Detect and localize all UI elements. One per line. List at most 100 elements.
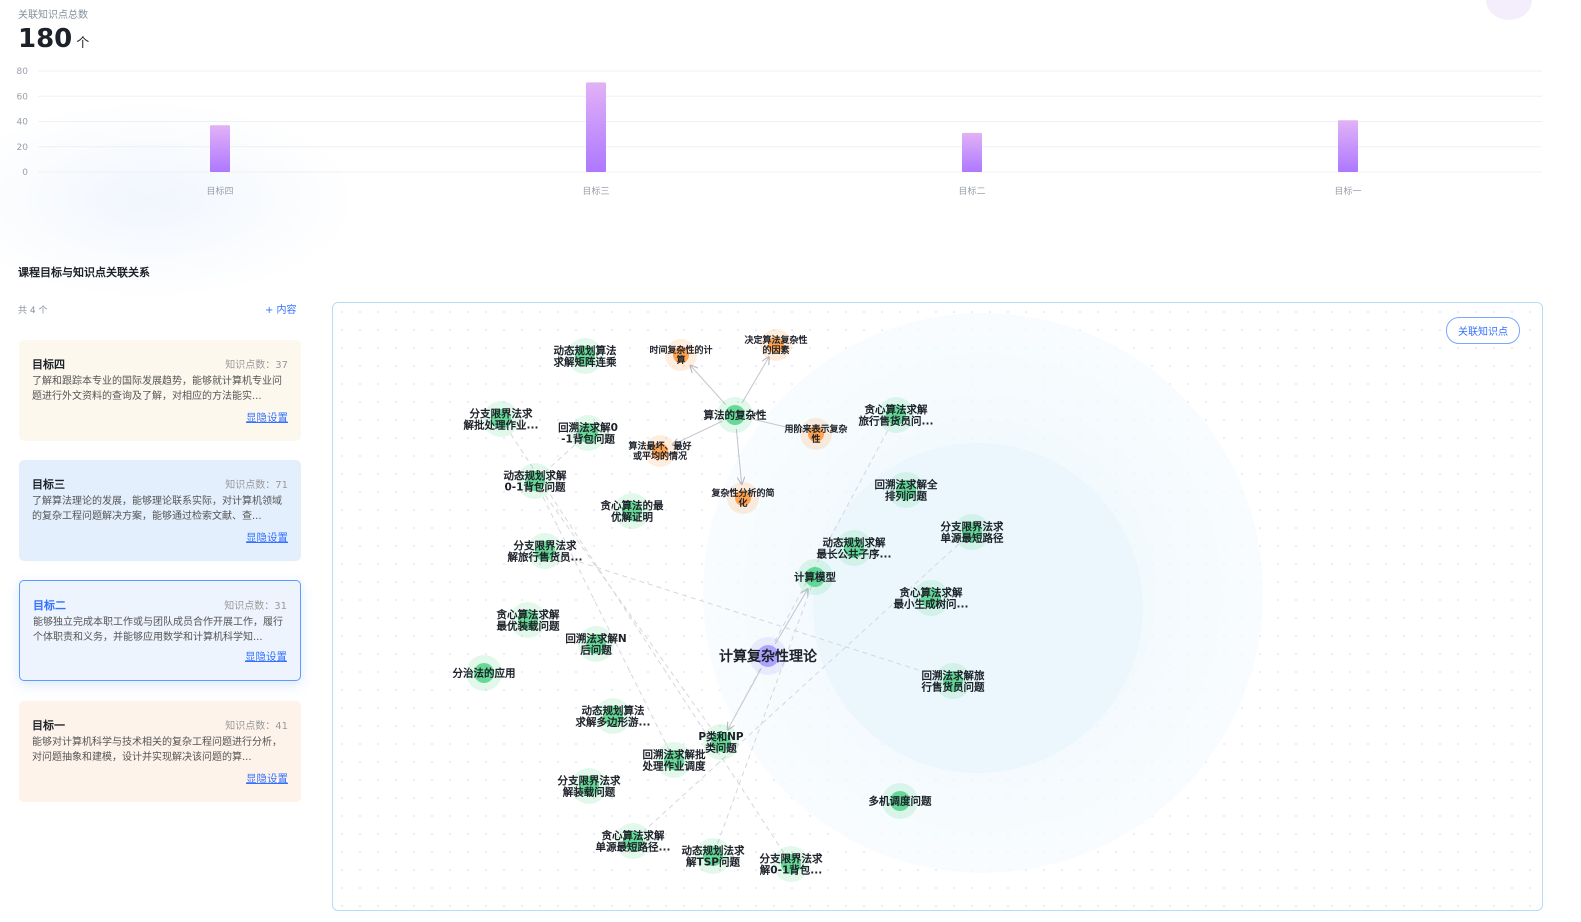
graph-edge [748, 417, 803, 431]
node-label: P类和NP [698, 730, 743, 743]
node-circle[interactable] [805, 567, 825, 587]
node-label: 处理作业调度 [642, 759, 706, 772]
bar[interactable] [1338, 120, 1358, 172]
visibility-settings-link[interactable]: 显隐设置 [246, 532, 288, 544]
graph-node[interactable]: 贪心算法求解旅行售货员问... [859, 397, 934, 433]
node-circle[interactable] [735, 490, 751, 506]
graph-node[interactable]: 动态规划求解最长公共子序... [817, 530, 892, 566]
visibility-settings-link[interactable]: 显隐设置 [246, 773, 288, 785]
node-circle[interactable] [578, 423, 598, 443]
graph-node[interactable]: 分支限界法求解0-1背包... [759, 846, 823, 882]
related-knowledge-button[interactable]: 关联知识点 [1446, 317, 1520, 344]
node-circle[interactable] [664, 750, 684, 770]
node-circle[interactable] [518, 610, 538, 630]
knowledge-graph[interactable]: 计算复杂性理论算法的复杂性计算模型P类和NP类问题时间复杂性的计算决定算法复杂性… [333, 303, 1543, 911]
node-label: 动态规划法求 [682, 844, 745, 857]
node-circle[interactable] [474, 663, 494, 683]
visibility-settings-link[interactable]: 显隐设置 [245, 651, 287, 663]
node-circle[interactable] [725, 405, 745, 425]
node-circle[interactable] [579, 776, 599, 796]
node-circle[interactable] [808, 426, 824, 442]
goal-card[interactable]: 目标一 知识点数：41 能够对计算机科学与技术相关的复杂工程问题进行分析，对问题… [19, 701, 301, 802]
node-label: 解批处理作业... [463, 418, 539, 431]
node-circle[interactable] [890, 791, 910, 811]
graph-node[interactable]: 多机调度问题 [869, 783, 932, 819]
node-label: 后问题 [580, 643, 612, 656]
node-label: 优解证明 [611, 510, 653, 523]
node-circle[interactable] [921, 588, 941, 608]
graph-node[interactable]: 计算复杂性理论 [719, 637, 818, 675]
node-circle[interactable] [962, 522, 982, 542]
node-circle[interactable] [711, 732, 731, 752]
node-circle[interactable] [491, 409, 511, 429]
visibility-settings-link[interactable]: 显隐设置 [246, 412, 288, 424]
node-label: 动态规划求解 [504, 469, 567, 482]
node-label: 计算复杂性理论 [719, 648, 818, 665]
goal-card[interactable]: 目标二 知识点数：31 能够独立完成本职工作或与团队成员合作开展工作，履行个体职… [19, 580, 301, 681]
graph-node[interactable]: 分支限界法求解旅行售货员... [507, 533, 583, 569]
knowledge-graph-panel[interactable]: 计算复杂性理论 算法的复杂性 计算模型 P类和NP 类问题 时间复杂性的计算决定算法复杂性… [332, 302, 1543, 911]
graph-edge [673, 420, 723, 445]
node-circle[interactable] [844, 538, 864, 558]
bar[interactable] [962, 132, 982, 172]
x-tick-label: 目标一 [1334, 185, 1361, 197]
node-circle[interactable] [525, 471, 545, 491]
graph-node[interactable]: 贪心算法求解单源最短路径... [596, 823, 671, 859]
add-content-button[interactable]: + 内容 [265, 305, 297, 316]
bar[interactable] [586, 82, 606, 172]
node-circle[interactable] [757, 645, 779, 667]
node-circle[interactable] [886, 405, 906, 425]
graph-node[interactable]: 分支限界法求解批处理作业... [463, 401, 539, 437]
node-circle[interactable] [768, 337, 784, 353]
node-circle[interactable] [673, 347, 689, 363]
node-label: 化 [738, 497, 747, 509]
node-label: 单源最短路径 [941, 531, 1004, 544]
goal-card[interactable]: 目标三 知识点数：71 了解算法理论的发展，能够理论联系实际，对计算机领域的复杂… [19, 460, 301, 561]
node-circle[interactable] [622, 501, 642, 521]
graph-node[interactable]: 回溯法求解0-1背包问题 [558, 415, 618, 451]
graph-node[interactable]: 分治法的应用 [453, 655, 516, 691]
knowledge-bar-chart: 0 20 40 60 80 目标四 目标三 目标二 目标一 [17, 67, 1542, 197]
node-circle[interactable] [586, 634, 606, 654]
node-circle[interactable] [896, 480, 916, 500]
node-circle[interactable] [603, 706, 623, 726]
graph-node[interactable]: 动态规划算法求解多边形游... [576, 698, 651, 734]
total-label: 关联知识点总数 [18, 10, 88, 21]
node-circle[interactable] [575, 346, 595, 366]
graph-node[interactable]: 贪心算法求解最小生成树问... [894, 580, 969, 616]
node-label: 决定算法复杂性 [744, 334, 807, 346]
node-label: 用阶来表示复杂 [783, 423, 847, 435]
goal-card[interactable]: 目标四 知识点数：37 了解和跟踪本专业的国际发展趋势，能够就计算机专业问题进行… [19, 340, 301, 441]
node-label: 分治法的应用 [453, 667, 516, 680]
node-circle[interactable] [781, 854, 801, 874]
graph-node[interactable]: 计算模型 [794, 559, 836, 595]
node-circle[interactable] [943, 671, 963, 691]
node-circle[interactable] [623, 831, 643, 851]
bar[interactable] [210, 125, 230, 172]
node-circle[interactable] [535, 541, 555, 561]
node-circle[interactable] [703, 846, 723, 866]
node-circle[interactable] [652, 443, 668, 459]
node-label: -1背包问题 [561, 432, 615, 445]
section-title: 课程目标与知识点关联关系 [18, 266, 150, 279]
goal-knowledge-count: 知识点数：71 [225, 480, 288, 491]
graph-node[interactable]: 算法的复杂性 [704, 397, 767, 433]
graph-edge [534, 432, 589, 482]
